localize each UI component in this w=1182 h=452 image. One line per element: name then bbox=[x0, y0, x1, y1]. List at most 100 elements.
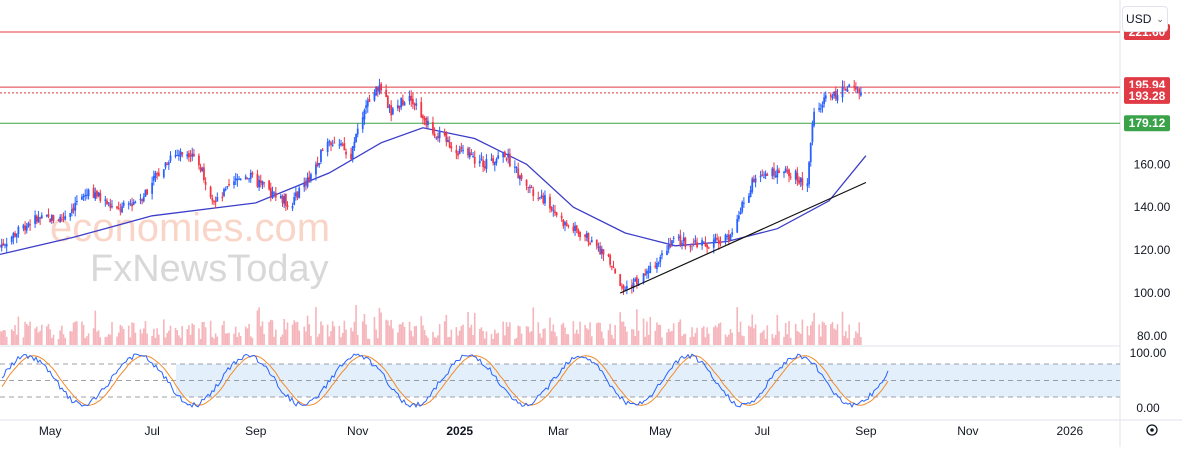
candle-body bbox=[81, 196, 83, 200]
candle-body bbox=[353, 141, 356, 148]
volume-bar bbox=[59, 330, 61, 345]
volume-bar bbox=[702, 326, 705, 345]
candle-body bbox=[739, 211, 742, 215]
volume-bar bbox=[584, 324, 586, 345]
volume-bar bbox=[280, 336, 282, 345]
candle-body bbox=[47, 214, 50, 217]
volume-bar bbox=[549, 317, 551, 345]
volume-bar bbox=[684, 333, 687, 345]
candle-body bbox=[34, 215, 37, 224]
volume-bar bbox=[457, 335, 459, 345]
volume-bar bbox=[398, 324, 401, 345]
volume-bar bbox=[5, 336, 8, 345]
volume-bar bbox=[330, 331, 332, 345]
candle-body bbox=[398, 105, 401, 109]
volume-bar bbox=[654, 330, 657, 345]
candle-body bbox=[224, 189, 227, 191]
volume-bar bbox=[296, 321, 299, 345]
volume-bar bbox=[796, 330, 799, 345]
candle-body bbox=[423, 118, 426, 120]
candle-body bbox=[634, 279, 637, 282]
volume-bar bbox=[532, 307, 535, 345]
candle-body bbox=[345, 151, 347, 155]
candle-body bbox=[403, 102, 406, 106]
volume-bar bbox=[239, 335, 242, 345]
candle-body bbox=[669, 244, 672, 247]
candle-body bbox=[308, 176, 311, 181]
volume-bar bbox=[696, 327, 698, 345]
volume-bar bbox=[366, 338, 369, 345]
candle-body bbox=[139, 199, 142, 201]
candle-body bbox=[480, 158, 483, 160]
candle-body bbox=[681, 243, 683, 245]
candle-body bbox=[829, 94, 832, 97]
oscillator-tick-label: 100.00 bbox=[1130, 346, 1167, 360]
candle-body bbox=[321, 149, 324, 151]
candle-body bbox=[614, 268, 617, 274]
volume-bar bbox=[234, 326, 237, 345]
volume-bar bbox=[808, 335, 810, 345]
candle-body bbox=[338, 144, 341, 146]
candle-body bbox=[841, 86, 844, 98]
volume-bar bbox=[783, 336, 785, 345]
candle-body bbox=[122, 202, 125, 206]
candle-body bbox=[199, 167, 202, 172]
volume-bar bbox=[819, 336, 822, 345]
volume-bar bbox=[435, 337, 438, 345]
candle-body bbox=[485, 159, 488, 169]
price-tick-label: 120.00 bbox=[1134, 243, 1171, 257]
volume-bar bbox=[39, 330, 41, 345]
volume-bar bbox=[326, 324, 329, 345]
volume-bar bbox=[188, 325, 190, 345]
candle-body bbox=[326, 141, 329, 153]
volume-bar bbox=[494, 329, 496, 345]
stochastic-k-line bbox=[1, 353, 889, 409]
candle-body bbox=[833, 91, 836, 96]
candle-body bbox=[507, 153, 510, 158]
candle-body bbox=[753, 178, 755, 182]
volume-bar bbox=[818, 324, 820, 345]
candle-body bbox=[682, 237, 685, 242]
volume-bar bbox=[224, 333, 227, 345]
candle-body bbox=[552, 209, 555, 211]
candle-body bbox=[154, 172, 157, 179]
volume-bar bbox=[473, 312, 476, 345]
candle-body bbox=[390, 105, 393, 116]
volume-bar bbox=[774, 334, 777, 345]
volume-bar bbox=[350, 327, 352, 345]
candle-body bbox=[343, 143, 346, 151]
volume-bar bbox=[425, 335, 428, 345]
volume-bar bbox=[529, 332, 531, 345]
candle-body bbox=[223, 189, 225, 197]
candle-body bbox=[305, 180, 307, 186]
volume-bar bbox=[291, 324, 294, 345]
volume-bar bbox=[213, 338, 215, 345]
volume-bar bbox=[853, 337, 856, 345]
volume-bar bbox=[821, 321, 824, 345]
watermark-sub: FxNewsToday bbox=[90, 248, 329, 290]
volume-bar bbox=[181, 325, 184, 345]
volume-bar bbox=[562, 322, 565, 345]
candle-body bbox=[632, 282, 635, 288]
volume-bar bbox=[595, 323, 598, 345]
settings-gear-icon[interactable] bbox=[1146, 424, 1158, 436]
volume-bar bbox=[707, 333, 710, 345]
candle-body bbox=[318, 163, 321, 165]
volume-bar bbox=[310, 335, 312, 345]
volume-bar bbox=[624, 326, 626, 345]
level-tag-179.12 bbox=[1124, 115, 1170, 132]
volume-bar bbox=[848, 324, 850, 345]
level-value-193.28: 193.28 bbox=[1129, 89, 1166, 103]
volume-bar bbox=[363, 314, 366, 345]
volume-bar bbox=[634, 336, 637, 345]
volume-bar bbox=[836, 324, 839, 345]
volume-bar bbox=[214, 333, 217, 345]
currency-selector[interactable]: USD ⌄ bbox=[1122, 6, 1168, 32]
volume-bar bbox=[835, 329, 837, 345]
candle-body bbox=[520, 174, 523, 179]
volume-bar bbox=[736, 307, 738, 345]
volume-bar bbox=[504, 335, 506, 345]
candle-body bbox=[661, 253, 663, 256]
candle-body bbox=[495, 159, 498, 164]
